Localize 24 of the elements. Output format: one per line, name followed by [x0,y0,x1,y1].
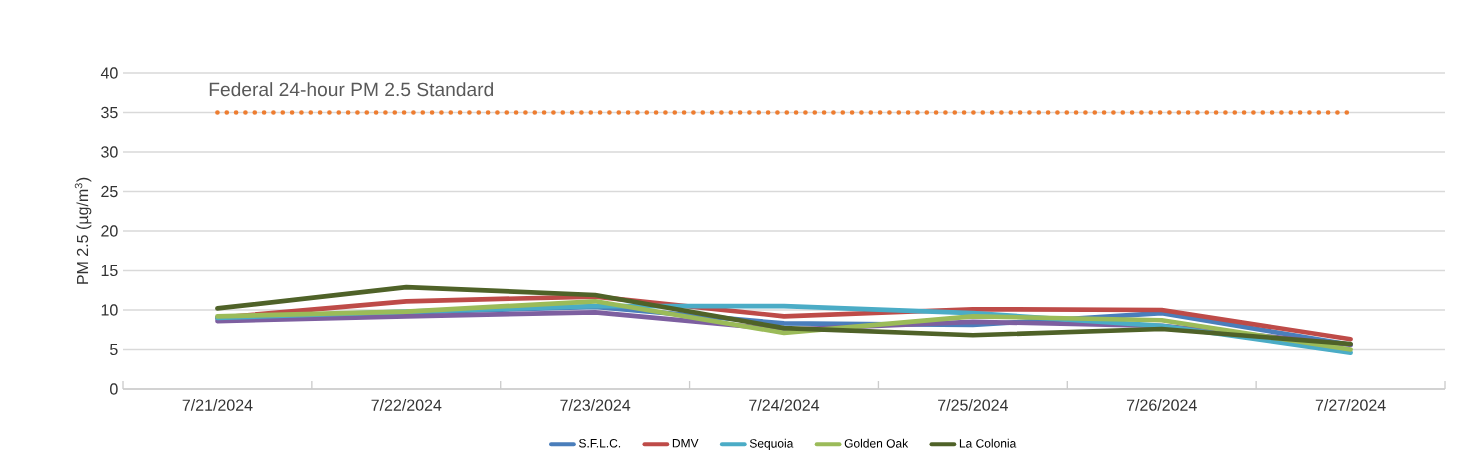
y-tick-label: 0 [110,383,118,395]
x-tick-label: 7/21/2024 [182,399,253,411]
y-tick-label: 20 [101,225,118,237]
legend-label: La Colonia [959,438,1017,448]
line-series [215,284,1353,347]
y-tick-label: 30 [101,146,118,158]
legend-label: DMV [672,439,699,448]
y-axis-title: PM 2.5 (µg/m$^{3}$) [74,177,92,284]
ref-line-label: Federal 24-hour PM 2.5 Standard [209,82,493,97]
legend-label: Golden Oak [844,438,909,448]
x-tick-label: 7/26/2024 [1126,399,1197,411]
x-tick-label: 7/24/2024 [749,399,820,411]
x-tick-label: 7/23/2024 [560,399,631,411]
legend-label: S.F.L.C. [579,438,621,448]
x-tick-label: 7/27/2024 [1315,399,1386,411]
legend-label: Sequoia [749,438,794,451]
y-tick-label: 40 [100,67,118,79]
x-tick-label: 7/25/2024 [938,399,1008,411]
x-tick-label: 7/22/2024 [371,399,442,411]
y-tick-label: 25 [101,185,118,198]
y-tick-label: 10 [101,304,118,316]
y-tick-label: 5 [110,343,118,356]
y-tick-label: 35 [101,106,118,119]
y-tick-label: 15 [101,264,118,277]
